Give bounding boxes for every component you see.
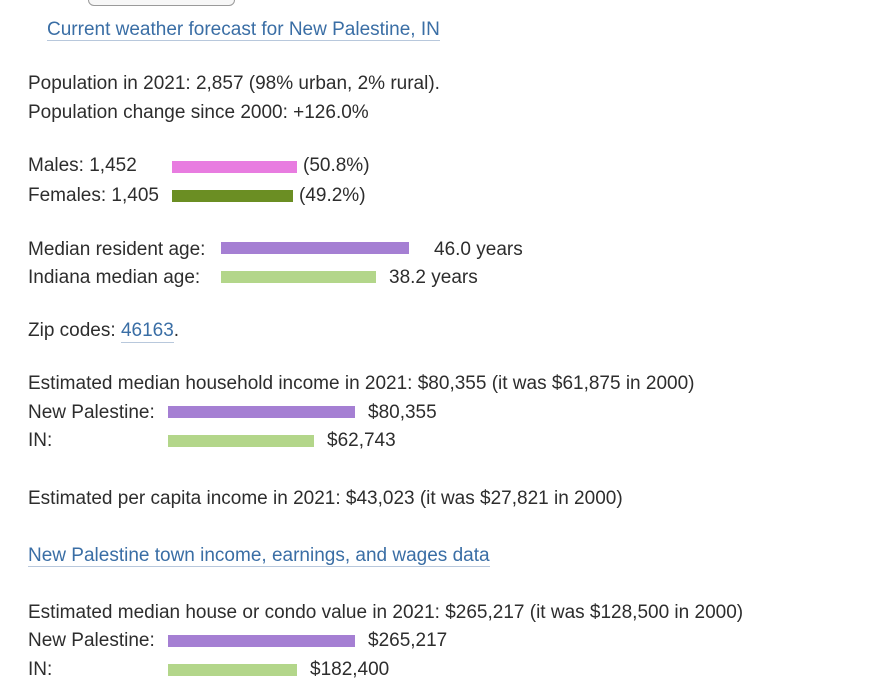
zip-suffix: . bbox=[173, 320, 180, 341]
top-widget-box bbox=[88, 0, 235, 6]
zip-codes: Zip codes: 46163. bbox=[28, 320, 180, 343]
males-bar bbox=[172, 161, 297, 173]
house-value-heading: Estimated median house or condo value in… bbox=[28, 602, 744, 623]
median-age-bar bbox=[221, 242, 409, 254]
household-income-heading: Estimated median household income in 202… bbox=[28, 373, 695, 394]
weather-forecast-link[interactable]: Current weather forecast for New Palesti… bbox=[47, 19, 440, 41]
house-town-label: New Palestine: bbox=[28, 630, 155, 651]
population-change-text: Population change since 2000: +126.0% bbox=[28, 102, 369, 123]
house-town-bar bbox=[168, 635, 355, 647]
house-state-bar bbox=[168, 664, 297, 676]
household-state-bar bbox=[168, 435, 314, 447]
males-percent: (50.8%) bbox=[303, 155, 370, 176]
household-state-label: IN: bbox=[28, 430, 53, 451]
per-capita-income: Estimated per capita income in 2021: $43… bbox=[28, 488, 623, 509]
household-town-label: New Palestine: bbox=[28, 402, 155, 423]
population-text: Population in 2021: 2,857 (98% urban, 2%… bbox=[28, 73, 440, 94]
zip-link[interactable]: 46163 bbox=[120, 320, 174, 343]
females-label: Females: 1,405 bbox=[28, 185, 159, 206]
house-state-label: IN: bbox=[28, 659, 53, 680]
state-age-bar bbox=[221, 271, 376, 283]
females-bar bbox=[172, 190, 293, 202]
median-age-label: Median resident age: bbox=[28, 239, 206, 260]
females-percent: (49.2%) bbox=[299, 185, 366, 206]
state-age-value: 38.2 years bbox=[389, 267, 478, 288]
zip-label: Zip codes: bbox=[28, 320, 116, 341]
house-town-value: $265,217 bbox=[368, 630, 448, 651]
median-age-value: 46.0 years bbox=[434, 239, 523, 260]
household-town-bar bbox=[168, 406, 355, 418]
house-state-value: $182,400 bbox=[310, 659, 390, 680]
household-state-value: $62,743 bbox=[327, 430, 396, 451]
household-town-value: $80,355 bbox=[368, 402, 437, 423]
income-data-link[interactable]: New Palestine town income, earnings, and… bbox=[28, 545, 490, 567]
state-age-label: Indiana median age: bbox=[28, 267, 201, 288]
males-label: Males: 1,452 bbox=[28, 155, 137, 176]
